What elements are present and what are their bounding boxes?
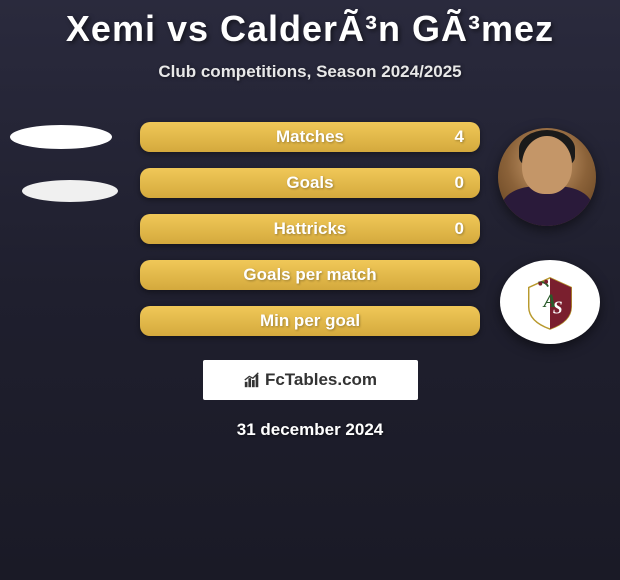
stat-row-matches: Matches 4: [140, 122, 480, 152]
stat-row-hattricks: Hattricks 0: [140, 214, 480, 244]
club-badge-icon: A S: [520, 273, 580, 331]
stat-label: Goals: [286, 173, 333, 193]
stats-container: Matches 4 Goals 0 Hattricks 0 Goals per …: [140, 122, 480, 336]
subtitle: Club competitions, Season 2024/2025: [0, 62, 620, 82]
branding-text: FcTables.com: [265, 370, 377, 390]
stat-label: Min per goal: [260, 311, 360, 331]
stat-value-right: 0: [455, 173, 464, 193]
stat-value-right: 0: [455, 219, 464, 239]
stat-label: Hattricks: [274, 219, 347, 239]
stat-row-goals: Goals 0: [140, 168, 480, 198]
stat-row-min-per-goal: Min per goal: [140, 306, 480, 336]
stat-label: Goals per match: [243, 265, 376, 285]
stat-value-right: 4: [455, 127, 464, 147]
fctables-icon: [243, 371, 261, 389]
left-club-logo: [22, 180, 118, 202]
branding-box: FcTables.com: [203, 360, 418, 400]
right-player-avatar: [498, 128, 596, 226]
page-title: Xemi vs CalderÃ³n GÃ³mez: [0, 0, 620, 50]
right-club-logo: A S: [500, 260, 600, 344]
date-label: 31 december 2024: [0, 420, 620, 440]
stat-row-goals-per-match: Goals per match: [140, 260, 480, 290]
svg-text:S: S: [553, 298, 563, 318]
left-player-avatar: [10, 125, 112, 149]
stat-label: Matches: [276, 127, 344, 147]
